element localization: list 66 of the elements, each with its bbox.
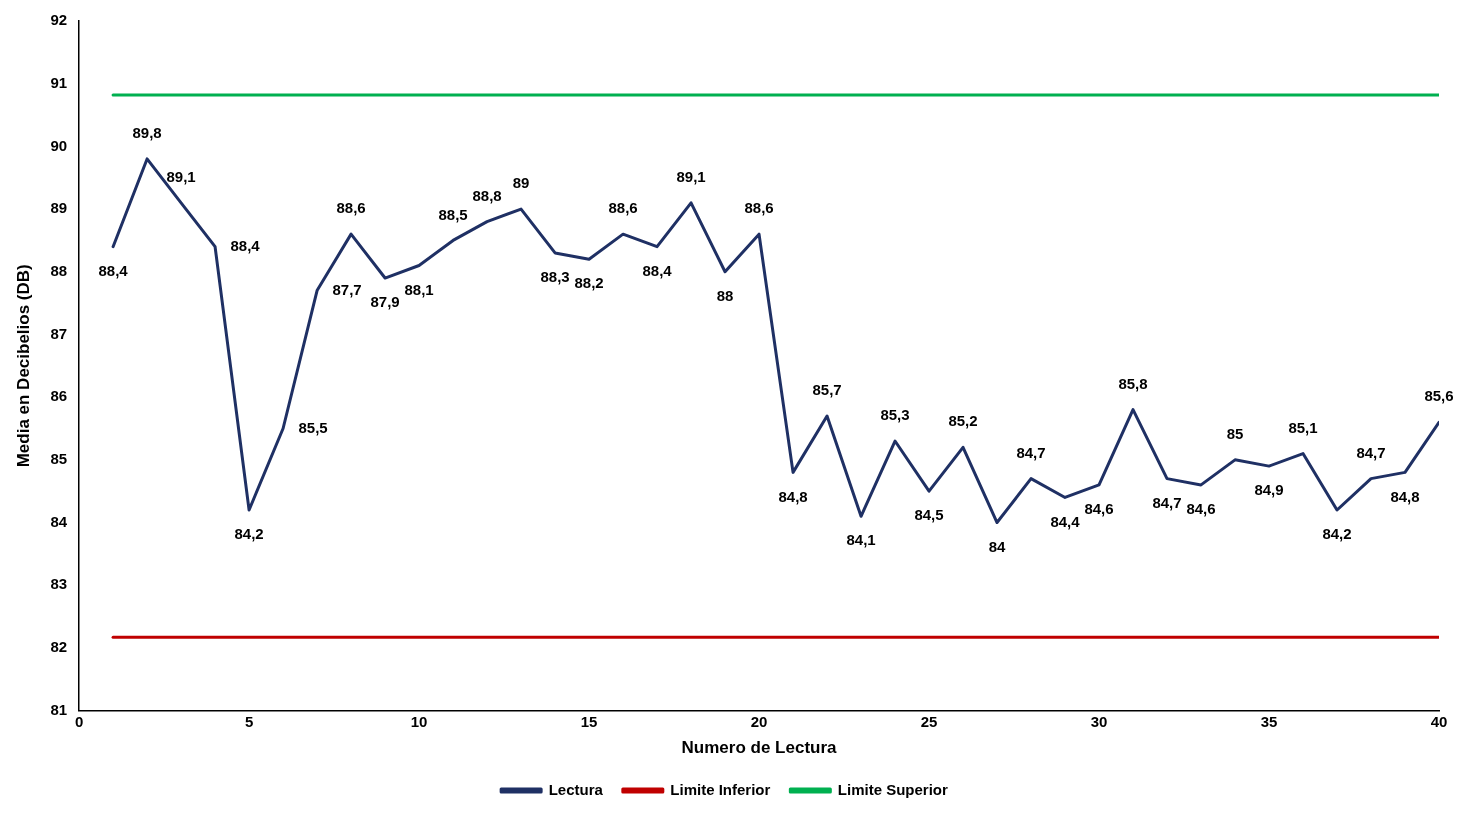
y-tick-label: 82	[50, 638, 68, 656]
x-tick-label: 25	[920, 712, 938, 730]
data-label: 87,9	[370, 293, 400, 311]
data-label: 85,3	[880, 406, 910, 424]
legend-label: Limite Superior	[837, 780, 949, 798]
data-label: 84,9	[1254, 481, 1284, 499]
data-label: 88,1	[404, 280, 434, 298]
x-tick-label: 5	[244, 712, 254, 730]
data-label: 85,1	[1288, 418, 1318, 436]
y-tick-label: 86	[50, 387, 68, 405]
data-label: 88,4	[642, 261, 673, 279]
data-label: 84,7	[1016, 443, 1046, 461]
x-tick-label: 35	[1260, 712, 1278, 730]
data-label: 84,2	[1322, 525, 1352, 543]
x-tick-label: 30	[1090, 712, 1108, 730]
data-label: 84,6	[1186, 500, 1216, 518]
data-label: 85,7	[812, 381, 842, 399]
y-tick-label: 88	[50, 261, 68, 279]
y-tick-label: 92	[50, 11, 68, 29]
legend-label: Limite Inferior	[670, 780, 771, 798]
data-label: 84,6	[1084, 500, 1114, 518]
x-axis-title: Numero de Lectura	[681, 738, 838, 758]
data-label: 84,7	[1356, 443, 1386, 461]
data-label: 89,8	[132, 124, 162, 142]
y-axis-title: Media en Decibelios (DB)	[13, 264, 33, 468]
data-label: 84,5	[914, 506, 944, 524]
data-label: 89,1	[676, 167, 706, 185]
data-label: 88	[716, 286, 734, 304]
data-label: 84,4	[1050, 512, 1081, 530]
data-label: 84,7	[1152, 493, 1182, 511]
data-label: 85,6	[1424, 387, 1454, 405]
y-tick-label: 83	[50, 575, 68, 593]
y-tick-label: 91	[50, 73, 68, 91]
data-label: 84,1	[846, 531, 876, 549]
data-label: 88,6	[336, 199, 366, 217]
data-label: 85,5	[298, 418, 328, 436]
data-label: 88,8	[472, 186, 502, 204]
x-tick-label: 0	[74, 712, 84, 730]
data-label: 84,8	[778, 487, 808, 505]
data-label: 87,7	[332, 280, 362, 298]
data-label: 88,6	[608, 199, 638, 217]
data-label: 88,5	[438, 205, 468, 223]
y-tick-label: 84	[50, 512, 68, 530]
data-label: 85,8	[1118, 374, 1148, 392]
x-tick-label: 20	[750, 712, 768, 730]
data-label: 89	[512, 174, 530, 192]
data-label: 84,2	[234, 525, 264, 543]
y-tick-label: 90	[50, 136, 68, 154]
data-label: 88,6	[744, 199, 774, 217]
data-label: 89,1	[166, 167, 196, 185]
y-tick-label: 85	[50, 449, 68, 467]
x-tick-label: 10	[410, 712, 428, 730]
data-label: 88,2	[574, 274, 604, 292]
data-label: 85,2	[948, 412, 978, 430]
data-label: 88,3	[540, 268, 570, 286]
y-tick-label: 87	[50, 324, 68, 342]
y-tick-label: 81	[50, 700, 68, 718]
data-label: 84,8	[1390, 487, 1420, 505]
data-label: 84	[988, 537, 1007, 555]
x-tick-label: 40	[1430, 712, 1448, 730]
x-tick-label: 15	[580, 712, 598, 730]
data-label: 88,4	[230, 236, 261, 254]
y-tick-label: 89	[50, 199, 68, 217]
legend-label: Lectura	[548, 780, 604, 798]
data-label: 85	[1226, 424, 1244, 442]
data-label: 88,4	[98, 261, 129, 279]
